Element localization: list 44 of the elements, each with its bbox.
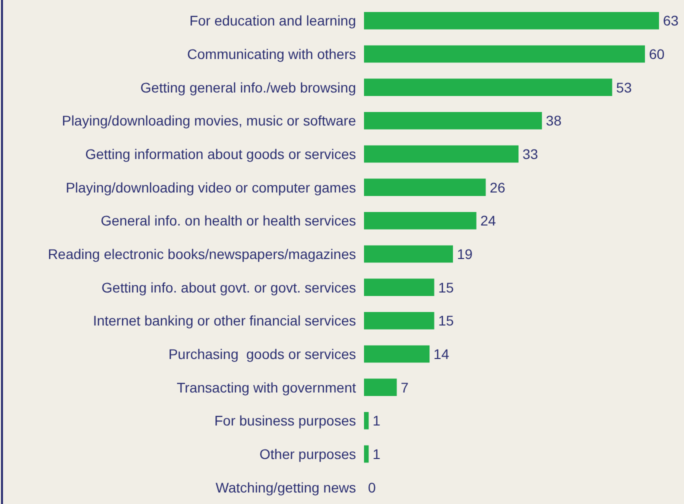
data-label: 7	[400, 379, 409, 396]
data-label: 60	[648, 46, 665, 62]
data-label: 15	[438, 279, 454, 296]
y-tick-label: Internet banking or other financial services	[92, 312, 356, 329]
data-label: 1	[372, 446, 381, 462]
bar	[364, 45, 645, 63]
bar	[364, 412, 369, 430]
bar	[364, 12, 659, 30]
bar	[364, 212, 476, 230]
y-tick-label: General info. on health or health services	[100, 212, 356, 229]
bar	[364, 445, 369, 463]
data-label: 1	[372, 412, 381, 429]
bar	[364, 78, 612, 96]
y-tick-label: For education and learning	[189, 12, 356, 29]
y-tick-label: Reading electronic books/newspapers/magazines	[48, 246, 356, 262]
bar	[364, 245, 453, 263]
bar	[364, 145, 519, 163]
data-label: 26	[490, 179, 506, 196]
bar	[364, 178, 486, 196]
data-label: 15	[438, 312, 454, 329]
data-label: 53	[616, 79, 632, 96]
data-label: 63	[663, 12, 679, 29]
y-tick-label: Other purposes	[260, 446, 356, 462]
y-tick-label: Watching/getting news	[216, 479, 356, 496]
y-tick-label: Getting information about goods or services	[85, 146, 356, 162]
bar	[364, 378, 397, 396]
data-label: 19	[456, 246, 473, 262]
bar	[364, 112, 542, 130]
data-label: 24	[480, 212, 496, 229]
y-tick-label: Purchasing goods or services	[168, 346, 356, 362]
y-tick-label: Playing/downloading movies, music or software	[62, 112, 356, 129]
y-tick-label: Getting general info./web browsing	[140, 79, 356, 96]
y-tick-label: Communicating with others	[187, 46, 356, 62]
y-tick-label: Playing/downloading video or computer games	[66, 179, 356, 196]
y-tick-label: Getting info. about govt. or govt. services	[102, 279, 356, 296]
data-label: 38	[546, 112, 562, 129]
y-tick-label: For business purposes	[214, 412, 356, 429]
data-label: 14	[434, 346, 450, 362]
data-label: 0	[368, 479, 376, 496]
bar	[364, 345, 430, 363]
bar	[364, 278, 434, 296]
data-label: 33	[522, 146, 538, 162]
bar	[364, 312, 434, 330]
y-tick-label: Transacting with government	[176, 379, 356, 396]
